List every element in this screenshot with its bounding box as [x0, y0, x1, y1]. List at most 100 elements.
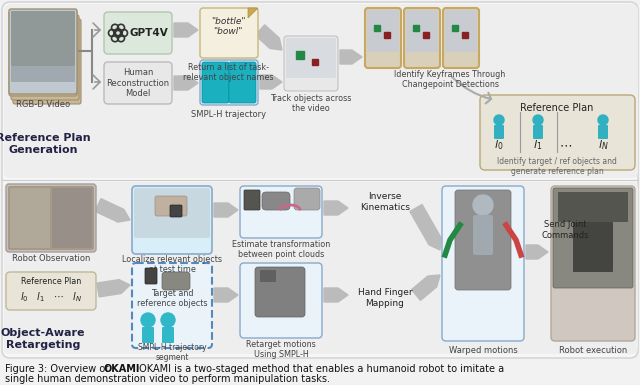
Text: Robot execution: Robot execution: [559, 346, 627, 355]
FancyArrow shape: [410, 204, 441, 250]
Text: . OKAMI is a two-staged method that enables a humanoid robot to imitate a: . OKAMI is a two-staged method that enab…: [133, 364, 504, 374]
Text: Robot Observation: Robot Observation: [12, 254, 90, 263]
FancyBboxPatch shape: [473, 215, 493, 255]
Text: Hand Finger
Mapping: Hand Finger Mapping: [358, 288, 412, 308]
FancyBboxPatch shape: [10, 188, 50, 248]
FancyArrow shape: [340, 50, 362, 64]
FancyBboxPatch shape: [145, 268, 157, 284]
FancyBboxPatch shape: [365, 8, 401, 68]
FancyBboxPatch shape: [494, 125, 504, 139]
Text: Track objects across
the video: Track objects across the video: [270, 94, 352, 114]
Text: OKAMI: OKAMI: [103, 364, 140, 374]
FancyBboxPatch shape: [240, 186, 322, 238]
FancyBboxPatch shape: [52, 188, 92, 248]
Text: Localize relevant objects
at test time: Localize relevant objects at test time: [122, 255, 222, 275]
Text: $l_0$: $l_0$: [494, 138, 504, 152]
Text: GPT4V: GPT4V: [130, 28, 169, 38]
FancyBboxPatch shape: [244, 190, 260, 210]
FancyBboxPatch shape: [11, 66, 75, 82]
Circle shape: [533, 115, 543, 125]
Text: Estimate transformation
between point clouds: Estimate transformation between point cl…: [232, 240, 330, 259]
FancyBboxPatch shape: [9, 9, 77, 94]
FancyBboxPatch shape: [11, 11, 75, 66]
Text: Warped motions: Warped motions: [449, 346, 517, 355]
FancyArrow shape: [95, 199, 130, 222]
FancyBboxPatch shape: [132, 186, 212, 254]
FancyBboxPatch shape: [284, 36, 338, 91]
FancyBboxPatch shape: [142, 327, 154, 343]
FancyBboxPatch shape: [558, 192, 628, 222]
FancyArrow shape: [214, 203, 238, 217]
FancyBboxPatch shape: [404, 8, 440, 68]
FancyBboxPatch shape: [134, 188, 210, 238]
FancyBboxPatch shape: [455, 190, 511, 290]
Text: Object-Aware
Retargeting: Object-Aware Retargeting: [1, 328, 85, 350]
FancyBboxPatch shape: [598, 125, 608, 139]
Text: $l_N$: $l_N$: [598, 138, 609, 152]
FancyArrow shape: [260, 75, 282, 89]
Text: $l_0 \quad l_1 \quad \cdots \quad l_N$: $l_0 \quad l_1 \quad \cdots \quad l_N$: [20, 290, 83, 304]
Text: Send Joint
Commands: Send Joint Commands: [541, 220, 589, 240]
Circle shape: [161, 313, 175, 327]
Text: Retarget motions
Using SMPL-H: Retarget motions Using SMPL-H: [246, 340, 316, 360]
FancyBboxPatch shape: [551, 186, 635, 341]
FancyBboxPatch shape: [406, 10, 438, 52]
FancyArrow shape: [214, 288, 238, 302]
FancyArrow shape: [324, 201, 348, 215]
Text: SMPL-H trajectory
segment: SMPL-H trajectory segment: [138, 343, 206, 362]
Circle shape: [141, 313, 155, 327]
FancyBboxPatch shape: [229, 62, 256, 103]
Text: Figure 3: Overview of: Figure 3: Overview of: [5, 364, 112, 374]
Text: Identify target / ref objects and
generate reference plan: Identify target / ref objects and genera…: [497, 157, 617, 176]
FancyBboxPatch shape: [240, 263, 322, 338]
Text: Reference Plan
Generation: Reference Plan Generation: [0, 133, 90, 155]
FancyBboxPatch shape: [480, 95, 635, 170]
Text: RGB-D Video: RGB-D Video: [16, 100, 70, 109]
FancyBboxPatch shape: [104, 62, 172, 104]
FancyBboxPatch shape: [442, 186, 524, 341]
FancyArrow shape: [412, 275, 440, 300]
FancyBboxPatch shape: [255, 267, 305, 317]
Text: Reference Plan: Reference Plan: [520, 103, 594, 113]
FancyBboxPatch shape: [286, 38, 336, 78]
Text: $\cdots$: $\cdots$: [559, 139, 573, 152]
FancyBboxPatch shape: [2, 2, 638, 358]
FancyBboxPatch shape: [553, 188, 633, 288]
FancyArrow shape: [255, 25, 282, 50]
Text: "bowl": "bowl": [213, 27, 243, 37]
Circle shape: [473, 195, 493, 215]
Text: SMPL-H trajectory: SMPL-H trajectory: [191, 110, 267, 119]
FancyBboxPatch shape: [4, 182, 638, 354]
FancyArrow shape: [97, 280, 130, 297]
FancyBboxPatch shape: [8, 186, 94, 250]
FancyBboxPatch shape: [155, 196, 187, 216]
FancyBboxPatch shape: [6, 272, 96, 310]
FancyBboxPatch shape: [132, 263, 212, 348]
Text: $l_1$: $l_1$: [533, 138, 543, 152]
FancyBboxPatch shape: [162, 272, 190, 290]
Text: Identify Keyframes Through
Changepoint Detections: Identify Keyframes Through Changepoint D…: [394, 70, 506, 89]
FancyBboxPatch shape: [13, 19, 81, 104]
FancyBboxPatch shape: [367, 10, 399, 52]
Text: "bottle": "bottle": [211, 17, 245, 27]
FancyBboxPatch shape: [445, 10, 477, 52]
FancyArrow shape: [174, 23, 198, 37]
FancyArrow shape: [526, 245, 548, 259]
FancyArrow shape: [174, 76, 198, 90]
Text: Target and
reference objects: Target and reference objects: [137, 289, 207, 308]
Circle shape: [598, 115, 608, 125]
FancyBboxPatch shape: [262, 192, 290, 210]
FancyBboxPatch shape: [162, 327, 174, 343]
FancyBboxPatch shape: [202, 62, 229, 103]
FancyBboxPatch shape: [9, 11, 77, 96]
FancyBboxPatch shape: [104, 12, 172, 54]
Circle shape: [494, 115, 504, 125]
FancyBboxPatch shape: [533, 125, 543, 139]
FancyBboxPatch shape: [6, 184, 96, 252]
Text: Human
Reconstruction
Model: Human Reconstruction Model: [106, 68, 170, 98]
FancyBboxPatch shape: [4, 4, 638, 178]
FancyBboxPatch shape: [170, 205, 182, 217]
Text: Inverse
Kinematics: Inverse Kinematics: [360, 192, 410, 212]
Text: Return a list of task-
relevant object names: Return a list of task- relevant object n…: [183, 63, 273, 82]
FancyBboxPatch shape: [443, 8, 479, 68]
